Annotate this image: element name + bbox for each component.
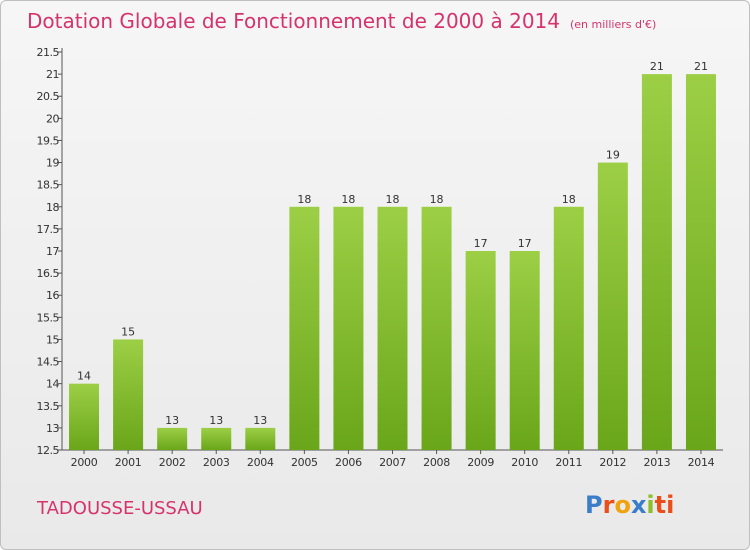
y-tick-label: 15 [46,333,59,346]
x-tick-label: 2009 [467,456,494,469]
y-tick-label: 21.5 [37,46,60,59]
bar-data-label: 18 [297,193,311,206]
y-tick-label: 21 [46,68,59,81]
bar-data-label: 13 [165,414,179,427]
chart-title-text: Dotation Globale de Fonctionnement de 20… [27,9,560,33]
logo-letter: ti [654,491,675,519]
bar-data-label: 17 [518,237,532,250]
bar-data-label: 18 [386,193,400,206]
bar [113,339,144,450]
logo-letter: x [630,491,647,519]
x-tick-label: 2003 [203,456,230,469]
proxiti-logo: Proxiti [585,491,674,519]
bar [465,251,496,450]
y-tick-label: 20 [46,112,59,125]
bar [641,74,672,450]
y-tick-label: 14 [46,378,59,391]
y-tick-label: 17 [46,245,59,258]
bar-data-label: 17 [474,237,488,250]
logo-letter: r [602,491,615,519]
x-tick-label: 2000 [71,456,98,469]
bar-data-label: 18 [430,193,444,206]
y-tick-label: 18 [46,201,59,214]
bar [685,74,716,450]
y-tick-label: 19 [46,157,59,170]
x-tick-label: 2006 [335,456,362,469]
y-tick-label: 16.5 [37,267,60,280]
bar-data-label: 18 [341,193,355,206]
logo-letter: o [614,491,631,519]
y-tick-label: 16 [46,289,59,302]
bar-series: 14 15 13 13 13 18 18 18 18 17 17 18 19 21 21 [69,60,716,451]
bar [201,427,232,450]
bar-data-label: 14 [77,370,91,383]
y-tick-label: 14.5 [37,356,60,369]
bar-data-label: 21 [650,60,664,73]
x-tick-label: 2010 [511,456,538,469]
x-tick-label: 2004 [247,456,274,469]
logo-letter: P [585,491,603,519]
x-tick-label: 2001 [115,456,142,469]
logo-letter: i [646,491,655,519]
x-tick-label: 2007 [379,456,406,469]
y-tick-label: 20.5 [37,90,60,103]
y-tick-label: 13.5 [37,400,60,413]
bar-data-label: 13 [209,414,223,427]
x-tick-label: 2011 [555,456,582,469]
bar [553,206,584,450]
commune-name: TADOUSSE-USSAU [37,498,203,519]
bar [333,206,364,450]
bar [157,427,188,450]
x-tick-label: 2005 [291,456,318,469]
x-tick-label: 2013 [644,456,671,469]
bar [421,206,452,450]
bar [509,251,540,450]
y-tick-label: 19.5 [37,134,60,147]
chart-title-unit: (en milliers d'€) [570,18,657,31]
y-tick-label: 15.5 [37,311,60,324]
x-tick-label: 2012 [599,456,626,469]
bar [69,383,100,450]
bar-data-label: 15 [121,325,135,338]
x-tick-label: 2008 [423,456,450,469]
x-axis: 2000 2001 2002 2003 2004 2005 2006 2007 2008 2009… [62,449,723,469]
bar-data-label: 21 [694,60,708,73]
y-tick-label: 17.5 [37,223,60,236]
y-axis: 12.5 13 13.5 14 14.5 15 15.5 16 16.5 17 17.5 18 18.5… [37,46,63,457]
y-tick-label: 18.5 [37,179,60,192]
y-tick-label: 12.5 [37,444,60,457]
bar-data-label: 19 [606,149,620,162]
chart-title: Dotation Globale de Fonctionnement de 20… [27,9,656,33]
bar [377,206,408,450]
bar [597,162,628,451]
y-tick-label: 13 [46,422,59,435]
bar [289,206,320,450]
bar [245,427,276,450]
x-tick-label: 2002 [159,456,186,469]
bar-data-label: 18 [562,193,576,206]
bar-data-label: 13 [253,414,267,427]
x-tick-label: 2014 [688,456,715,469]
